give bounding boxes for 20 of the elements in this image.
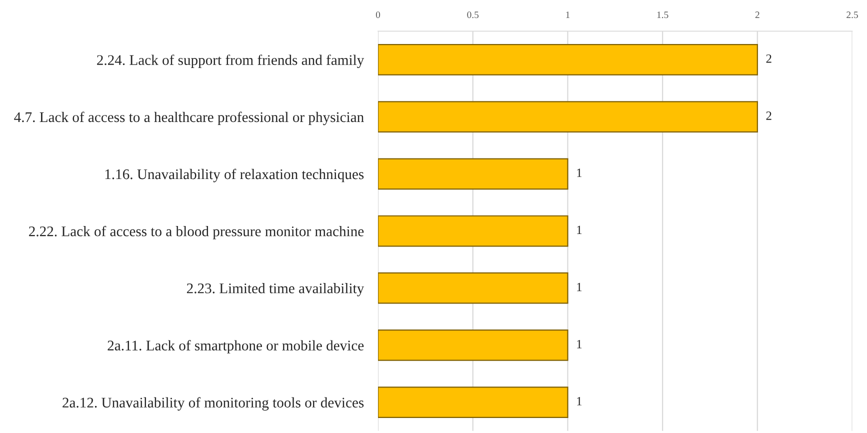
y-tick-label: 2a.11. Lack of smartphone or mobile device bbox=[108, 340, 364, 354]
y-tick-label: 4.7. Lack of access to a healthcare professional or physician bbox=[14, 112, 364, 126]
x-tick-label: 1 bbox=[566, 12, 570, 18]
data-label: 1 bbox=[577, 168, 582, 177]
data-label: 1 bbox=[577, 340, 582, 348]
data-label: 1 bbox=[577, 282, 582, 292]
x-tick-label: 2 bbox=[755, 12, 760, 18]
data-label: 2 bbox=[766, 112, 772, 120]
x-tick-label: 0 bbox=[376, 12, 380, 18]
data-label: 1 bbox=[577, 226, 582, 234]
x-tick-label: 2.5 bbox=[846, 12, 858, 18]
y-tick-label: 2a.12. Unavailability of monitoring tools or devices bbox=[62, 397, 364, 411]
y-tick-label: 2.23. Limited time availability bbox=[186, 283, 364, 296]
y-tick-label: 1.16. Unavailability of relaxation techniques bbox=[105, 168, 364, 182]
y-tick-label: 2.24. Lack of support from friends and family bbox=[97, 54, 364, 68]
data-label: 1 bbox=[577, 397, 582, 406]
y-tick-label: 2.22. Lack of access to a blood pressure monitor machine bbox=[29, 226, 364, 240]
x-tick-label: 1.5 bbox=[657, 12, 668, 18]
x-tick-label: 0.5 bbox=[467, 12, 479, 18]
data-label: 2 bbox=[766, 54, 772, 63]
